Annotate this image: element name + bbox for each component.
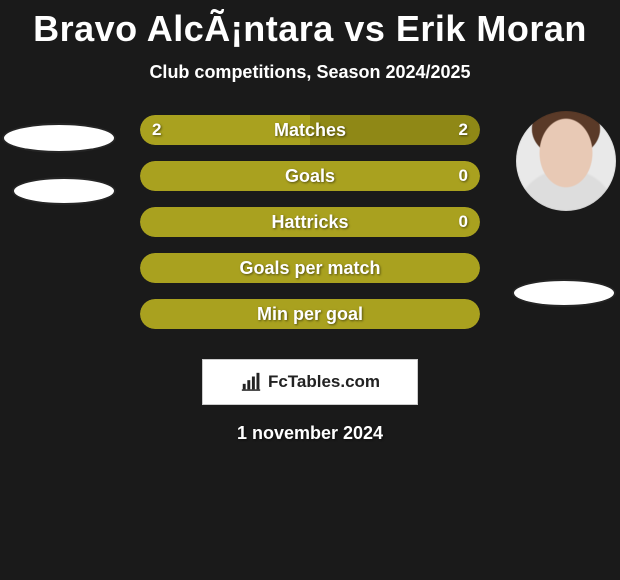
stat-bar-row: Goals per match bbox=[140, 253, 480, 283]
stat-bars: Matches22Goals0Hattricks0Goals per match… bbox=[140, 115, 480, 345]
stat-bar-value-right: 2 bbox=[459, 115, 468, 145]
stat-bar-value-right: 0 bbox=[459, 161, 468, 191]
stat-bar-label: Goals bbox=[140, 161, 480, 191]
stat-bar-label: Min per goal bbox=[140, 299, 480, 329]
stat-bar-label: Goals per match bbox=[140, 253, 480, 283]
page-title: Bravo AlcÃ¡ntara vs Erik Moran bbox=[0, 0, 620, 50]
avatar-placeholder bbox=[14, 179, 114, 203]
page-subtitle: Club competitions, Season 2024/2025 bbox=[0, 62, 620, 83]
stat-bar-value-left: 2 bbox=[152, 115, 161, 145]
stat-bar-label: Hattricks bbox=[140, 207, 480, 237]
player-right-avatar bbox=[518, 115, 616, 305]
avatar-placeholder bbox=[514, 281, 614, 305]
stat-bar-row: Matches2 2 bbox=[140, 115, 480, 145]
stat-bar-label: Matches bbox=[140, 115, 480, 145]
stat-bar-row: Hattricks0 bbox=[140, 207, 480, 237]
stats-area: Matches22Goals0Hattricks0Goals per match… bbox=[0, 115, 620, 355]
stat-bar-value-right: 0 bbox=[459, 207, 468, 237]
avatar-placeholder bbox=[4, 125, 114, 151]
brand-box: FcTables.com bbox=[202, 359, 418, 405]
stat-bar-row: Min per goal bbox=[140, 299, 480, 329]
date-label: 1 november 2024 bbox=[0, 423, 620, 444]
bar-chart-icon bbox=[240, 371, 262, 393]
player-left-avatar bbox=[4, 115, 114, 203]
brand-text: FcTables.com bbox=[268, 372, 380, 392]
player-photo bbox=[516, 111, 616, 211]
stat-bar-row: Goals0 bbox=[140, 161, 480, 191]
